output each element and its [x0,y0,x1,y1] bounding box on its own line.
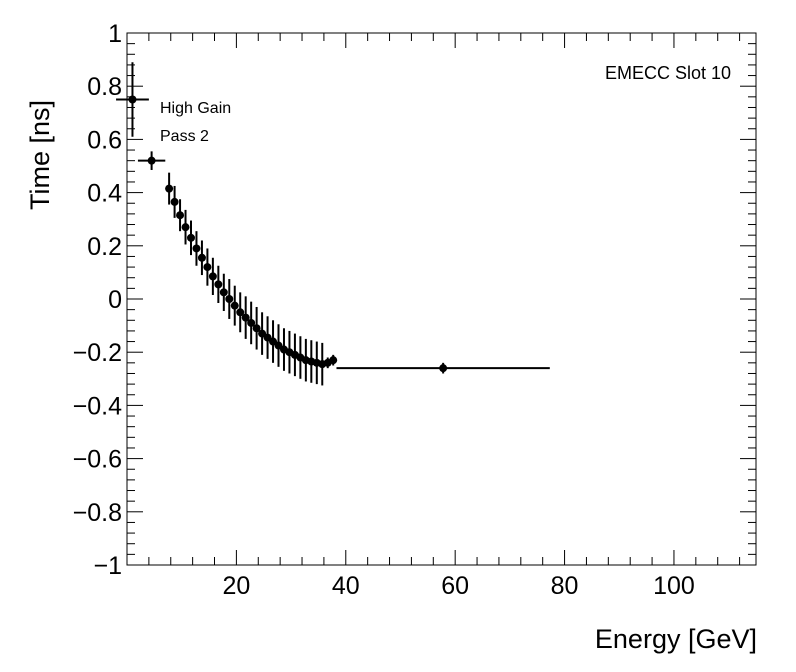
x-tick-label: 80 [551,572,579,600]
y-tick-label: 0.6 [87,126,122,154]
data-point [203,248,212,286]
x-tick-label: 60 [441,572,469,600]
point-marker [252,324,261,333]
point-marker [247,318,256,327]
y-tick-label: 0.4 [87,180,122,208]
data-point [181,209,190,245]
data-point [329,354,338,366]
point-marker [219,288,228,297]
annotation-gain: High Gain [160,100,231,117]
point-marker [147,156,156,165]
point-marker [192,244,201,253]
data-point [116,62,149,137]
point-marker [236,308,245,317]
data-point [192,231,201,266]
data-points [116,62,550,386]
x-tick-labels: 20 40 60 80 100 [222,572,694,600]
data-point [274,324,283,367]
point-marker [230,301,239,310]
y-tick-label: 0.2 [87,233,122,261]
point-marker [128,95,137,104]
point-marker [181,223,190,232]
data-point [247,301,256,345]
data-point [336,362,550,374]
data-point [230,285,239,326]
x-tick-label: 20 [222,572,250,600]
point-marker [208,272,217,281]
data-point [137,151,166,170]
point-marker [241,313,250,322]
point-marker [170,197,179,206]
y-tick-label: 1 [108,20,122,48]
data-point [170,185,179,218]
data-point [252,306,261,350]
data-point [225,279,234,319]
point-marker [186,233,195,242]
y-tick-label: −0.8 [73,499,122,527]
point-marker [329,356,338,365]
point-marker [203,263,212,272]
point-marker [165,184,174,193]
y-tick-label: 0 [108,286,122,314]
y-tick-label: 0.8 [87,73,122,101]
x-axis-title: Energy [GeV] [595,624,757,654]
corner-label: EMECC Slot 10 [605,63,731,83]
point-marker [214,280,223,289]
y-tick-label: −0.6 [73,446,122,474]
x-tick-label: 100 [653,572,695,600]
data-point [241,296,250,339]
annotation-pass: Pass 2 [160,128,209,145]
point-marker [439,364,448,373]
data-point [165,172,174,205]
point-marker [225,295,234,303]
y-tick-label: −0.2 [73,339,122,367]
y-axis-title: Time [ns] [25,100,55,210]
y-tick-label: −0.4 [73,392,122,420]
y-tick-labels: −1 −0.8 −0.6 −0.4 −0.2 0 0.2 0.4 0.6 0.8 1 [73,20,122,580]
data-point [208,257,217,296]
point-marker [197,253,206,262]
point-marker [176,211,185,220]
axis-ticks [126,32,756,566]
data-point [258,312,267,355]
data-point [197,240,206,276]
data-point [219,273,228,311]
data-point [186,220,195,256]
data-point [263,316,272,359]
data-point [214,265,223,303]
x-tick-label: 40 [332,572,360,600]
data-point [236,292,245,333]
y-tick-label: −1 [93,552,122,580]
data-point [176,199,185,232]
data-point [269,320,278,363]
